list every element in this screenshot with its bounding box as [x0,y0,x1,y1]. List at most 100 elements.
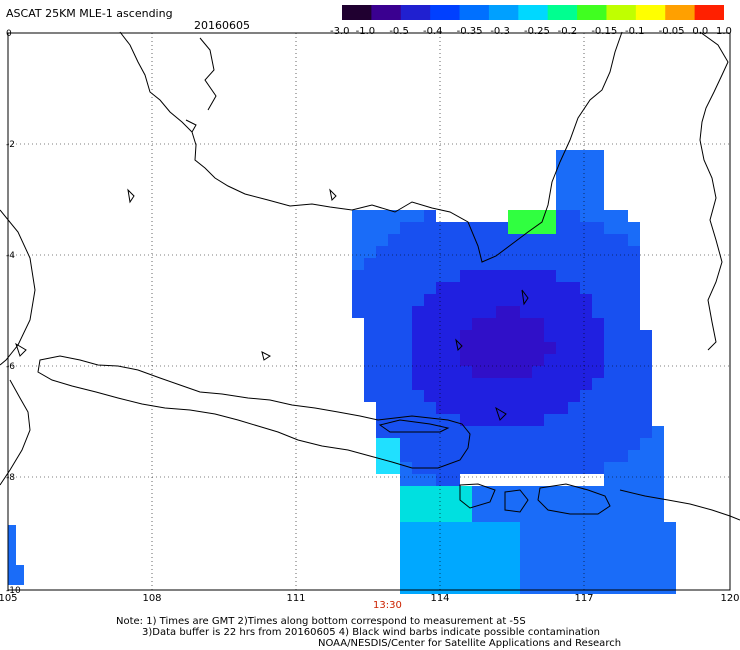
swath-cell [424,498,436,510]
swath-cell [496,378,508,390]
swath-cell [508,306,520,318]
swath-cell [472,414,484,426]
swath-cell [544,558,556,570]
swath-cell [652,426,664,438]
swath-cell [568,582,580,594]
swath-cell [496,330,508,342]
swath-cell [556,306,568,318]
swath-cell [568,378,580,390]
swath-cell [352,222,364,234]
swath-cell [616,462,628,474]
swath-cell [652,510,664,522]
swath-cell [388,270,400,282]
swath-cell [436,306,448,318]
swath-cell [532,318,544,330]
swath-cell [412,522,424,534]
swath-cell [628,258,640,270]
swath-cell [556,534,568,546]
swath-cell [496,354,508,366]
swath-cell [472,234,484,246]
swath-cell [580,450,592,462]
swath-cell [520,282,532,294]
swath-cell [400,246,412,258]
swath-cell [568,150,580,162]
swath-cell [364,366,376,378]
swath-cell [520,570,532,582]
swath-cell [388,378,400,390]
swath-cell [592,402,604,414]
swath-cell [484,426,496,438]
swath-cell [556,390,568,402]
swath-cell [628,354,640,366]
swath-cell [532,570,544,582]
swath-cell [508,510,520,522]
swath-cell [544,534,556,546]
swath-cell [568,510,580,522]
swath-cell [556,186,568,198]
swath-cell [592,366,604,378]
swath-cell [616,318,628,330]
swath-cell [652,450,664,462]
swath-cell [580,402,592,414]
swath-cell [448,558,460,570]
swath-cell [628,450,640,462]
swath-cell [628,378,640,390]
swath-cell [616,342,628,354]
y-tick-label: -2 [6,140,15,150]
swath-cell [640,414,652,426]
swath-cell [436,438,448,450]
swath-cell [436,222,448,234]
swath-cell [556,198,568,210]
swath-cell [412,378,424,390]
swath-cell [580,558,592,570]
swath-cell [424,222,436,234]
swath-cell [484,270,496,282]
swath-cell [544,270,556,282]
swath-cell [604,282,616,294]
swath-cell [604,546,616,558]
swath-cell [448,378,460,390]
swath-cell [484,306,496,318]
swath-cell [388,438,400,450]
swath-cell [388,450,400,462]
swath-cell [544,390,556,402]
swath-cell [604,426,616,438]
swath-cell [364,294,376,306]
swath-cell [592,174,604,186]
swath-cell [460,426,472,438]
swath-cell [580,390,592,402]
swath-cell [448,234,460,246]
swath-cell [484,294,496,306]
swath-cell [412,534,424,546]
swath-cell [460,366,472,378]
swath-cell [520,306,532,318]
swath-cell [544,222,556,234]
swath-cell [472,510,484,522]
swath-cell [592,354,604,366]
swath-cell [448,546,460,558]
swath-cell [544,258,556,270]
swath-cell [364,258,376,270]
swath-cell [616,414,628,426]
swath-cell [424,474,436,486]
swath-cell [424,378,436,390]
swath-cell [544,318,556,330]
swath-cell [460,390,472,402]
swath-cell [412,450,424,462]
swath-cell [568,258,580,270]
swath-cell [520,234,532,246]
swath-cell [640,402,652,414]
swath-cell [412,402,424,414]
swath-cell [520,522,532,534]
swath-cell [400,438,412,450]
swath-cell [544,294,556,306]
swath-cell [448,354,460,366]
swath-cell [628,270,640,282]
swath-cell [664,522,676,534]
swath-cell [592,258,604,270]
swath-cell [412,258,424,270]
swath-cell [400,354,412,366]
swath-cell [640,390,652,402]
swath-cell [580,174,592,186]
swath-cell [544,450,556,462]
